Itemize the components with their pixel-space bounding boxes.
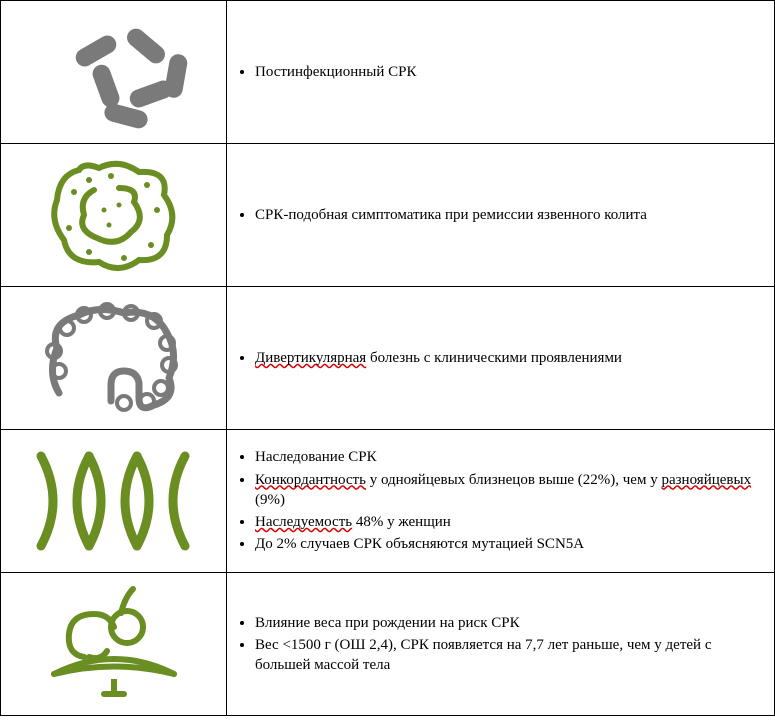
description-cell: Постинфекционный СРК bbox=[227, 1, 775, 144]
colon-icon-cell bbox=[1, 287, 227, 430]
info-table: Постинфекционный СРК СРК-подобная симпто… bbox=[0, 0, 775, 716]
description-cell: Дивертикулярная болезнь с клиническими п… bbox=[227, 287, 775, 430]
spellcheck-word: разнояйцевых bbox=[661, 472, 751, 488]
birthweight-icon bbox=[29, 579, 199, 709]
text-fragment: 48% у женщин bbox=[352, 514, 451, 530]
bacteria-icon bbox=[29, 7, 199, 137]
list-item: Постинфекционный СРК bbox=[255, 62, 764, 82]
list-item: Дивертикулярная болезнь с клиническими п… bbox=[255, 348, 764, 368]
dna-icon bbox=[21, 436, 206, 566]
text-fragment: болезнь с клиническими проявлениями bbox=[366, 350, 622, 366]
list-item: До 2% случаев СРК объясняются мутацией S… bbox=[255, 534, 764, 554]
list-item: Наследуемость 48% у женщин bbox=[255, 512, 764, 532]
bullet-list: Влияние веса при рождении на риск СРКВес… bbox=[237, 613, 764, 676]
list-item: Влияние веса при рождении на риск СРК bbox=[255, 613, 764, 633]
birthweight-icon-cell bbox=[1, 573, 227, 716]
bullet-list: Наследование СРК Конкордантность у однояй… bbox=[237, 447, 764, 554]
bullet-list: Постинфекционный СРК bbox=[237, 62, 764, 82]
table-row: Влияние веса при рождении на риск СРКВес… bbox=[1, 573, 775, 716]
list-item: СРК-подобная симптоматика при ремиссии я… bbox=[255, 205, 764, 225]
table-row: Постинфекционный СРК bbox=[1, 1, 775, 144]
dna-icon-cell bbox=[1, 430, 227, 573]
spellcheck-word: Дивертикулярная bbox=[255, 350, 366, 366]
cell-icon bbox=[39, 150, 189, 280]
bacteria-icon-cell bbox=[1, 1, 227, 144]
cell-icon-cell bbox=[1, 144, 227, 287]
bullet-list: Дивертикулярная болезнь с клиническими п… bbox=[237, 348, 764, 368]
description-cell: Наследование СРК Конкордантность у однояй… bbox=[227, 430, 775, 573]
text-fragment: у однояйцевых близнецов выше (22%), чем … bbox=[366, 472, 662, 488]
colon-icon bbox=[29, 293, 199, 423]
text-fragment: (9%) bbox=[255, 492, 285, 508]
list-item: Вес <1500 г (ОШ 2,4), СРК появляется на … bbox=[255, 635, 764, 676]
description-cell: Влияние веса при рождении на риск СРКВес… bbox=[227, 573, 775, 716]
table-row: СРК-подобная симптоматика при ремиссии я… bbox=[1, 144, 775, 287]
table-row: Дивертикулярная болезнь с клиническими п… bbox=[1, 287, 775, 430]
description-cell: СРК-подобная симптоматика при ремиссии я… bbox=[227, 144, 775, 287]
list-item: Наследование СРК bbox=[255, 447, 764, 467]
spellcheck-word: Наследуемость bbox=[255, 514, 352, 530]
spellcheck-word: Конкордантность bbox=[255, 472, 366, 488]
bullet-list: СРК-подобная симптоматика при ремиссии я… bbox=[237, 205, 764, 225]
list-item: Конкордантность у однояйцевых близнецов … bbox=[255, 470, 764, 511]
table-row: Наследование СРК Конкордантность у однояй… bbox=[1, 430, 775, 573]
